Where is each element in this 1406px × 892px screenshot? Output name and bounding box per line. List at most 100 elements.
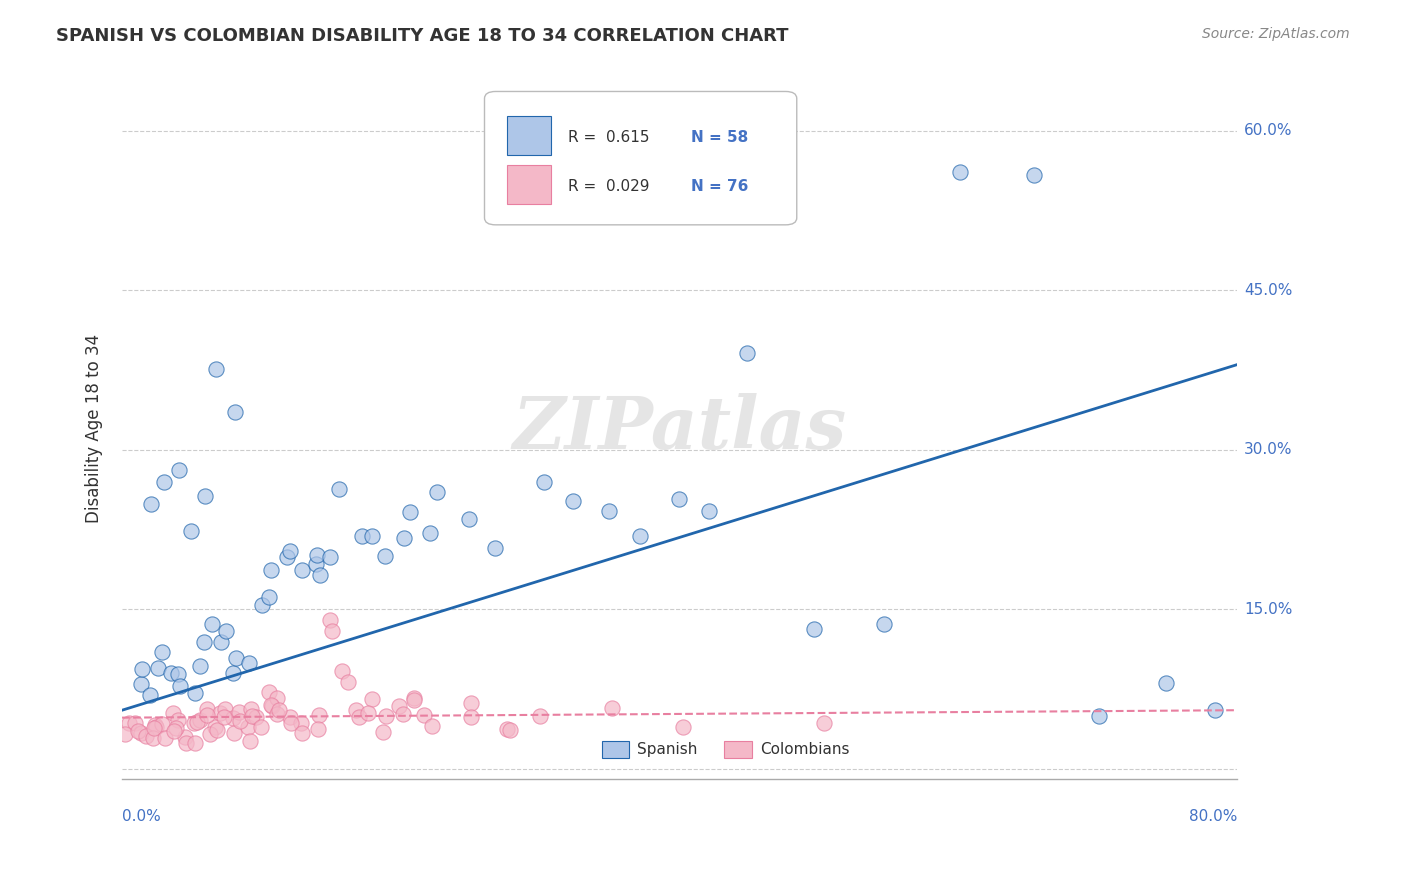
- Text: 60.0%: 60.0%: [1244, 123, 1292, 138]
- Point: [214, 702, 236, 716]
- Bar: [602, 740, 630, 758]
- Point: [499, 723, 522, 738]
- Y-axis label: Disability Age 18 to 34: Disability Age 18 to 34: [86, 334, 103, 523]
- Point: [413, 708, 436, 723]
- Point: [266, 707, 288, 722]
- Point: [420, 719, 443, 733]
- Text: 0.0%: 0.0%: [122, 809, 160, 824]
- Point: [146, 661, 169, 675]
- Point: [169, 680, 191, 694]
- Point: [260, 698, 283, 713]
- Point: [150, 717, 173, 731]
- Point: [260, 563, 283, 577]
- Point: [735, 345, 758, 359]
- Point: [198, 727, 221, 741]
- Point: [307, 548, 329, 562]
- Text: ZIPatlas: ZIPatlas: [513, 392, 846, 464]
- Point: [344, 703, 367, 717]
- Point: [180, 524, 202, 539]
- Text: 80.0%: 80.0%: [1189, 809, 1237, 824]
- Point: [228, 705, 250, 719]
- Point: [195, 702, 218, 716]
- Point: [1087, 709, 1109, 723]
- Point: [142, 731, 165, 746]
- Point: [330, 664, 353, 678]
- Point: [529, 708, 551, 723]
- Point: [221, 711, 243, 725]
- Point: [533, 475, 555, 489]
- Point: [291, 726, 314, 740]
- Point: [118, 715, 141, 730]
- Point: [280, 710, 302, 724]
- Bar: [506, 116, 551, 154]
- Point: [190, 658, 212, 673]
- Point: [305, 557, 328, 571]
- Point: [139, 689, 162, 703]
- Point: [150, 645, 173, 659]
- Point: [195, 708, 218, 723]
- Text: 30.0%: 30.0%: [1244, 442, 1292, 458]
- Point: [948, 164, 970, 178]
- Point: [1024, 168, 1046, 182]
- Point: [392, 531, 415, 545]
- Point: [183, 715, 205, 730]
- Point: [307, 723, 329, 737]
- Point: [162, 723, 184, 738]
- Point: [562, 494, 585, 508]
- Point: [250, 720, 273, 734]
- Point: [668, 491, 690, 506]
- Point: [337, 674, 360, 689]
- Bar: [506, 165, 551, 203]
- Text: Colombians: Colombians: [761, 741, 849, 756]
- Point: [224, 405, 246, 419]
- Point: [318, 614, 340, 628]
- Point: [803, 622, 825, 636]
- Text: R =  0.615: R = 0.615: [568, 129, 650, 145]
- Point: [375, 709, 398, 723]
- Point: [160, 665, 183, 680]
- Point: [291, 563, 314, 577]
- Text: N = 58: N = 58: [690, 129, 748, 145]
- Point: [628, 529, 651, 543]
- Point: [598, 504, 620, 518]
- Point: [238, 656, 260, 670]
- Point: [399, 505, 422, 519]
- Point: [321, 624, 343, 638]
- Point: [404, 693, 426, 707]
- Point: [153, 475, 176, 490]
- Point: [162, 706, 184, 720]
- Text: 15.0%: 15.0%: [1244, 602, 1292, 616]
- Point: [319, 549, 342, 564]
- Point: [167, 714, 190, 728]
- Point: [204, 361, 226, 376]
- Point: [183, 686, 205, 700]
- Point: [194, 489, 217, 503]
- Point: [350, 529, 373, 543]
- Point: [245, 709, 267, 723]
- Point: [402, 690, 425, 705]
- Point: [309, 568, 332, 582]
- Point: [813, 715, 835, 730]
- Text: 45.0%: 45.0%: [1244, 283, 1292, 298]
- Point: [457, 512, 479, 526]
- Point: [460, 696, 482, 710]
- Point: [207, 723, 229, 737]
- Point: [139, 497, 162, 511]
- Point: [328, 482, 350, 496]
- Point: [129, 677, 152, 691]
- Point: [193, 635, 215, 649]
- Point: [290, 715, 312, 730]
- Point: [201, 616, 224, 631]
- Point: [1154, 676, 1177, 690]
- Point: [371, 724, 394, 739]
- Point: [419, 525, 441, 540]
- Point: [239, 734, 262, 748]
- Point: [240, 701, 263, 715]
- Text: N = 76: N = 76: [690, 178, 748, 194]
- Point: [131, 662, 153, 676]
- Point: [153, 731, 176, 745]
- Point: [143, 721, 166, 735]
- Point: [496, 722, 519, 736]
- Point: [188, 713, 211, 727]
- Point: [186, 715, 208, 730]
